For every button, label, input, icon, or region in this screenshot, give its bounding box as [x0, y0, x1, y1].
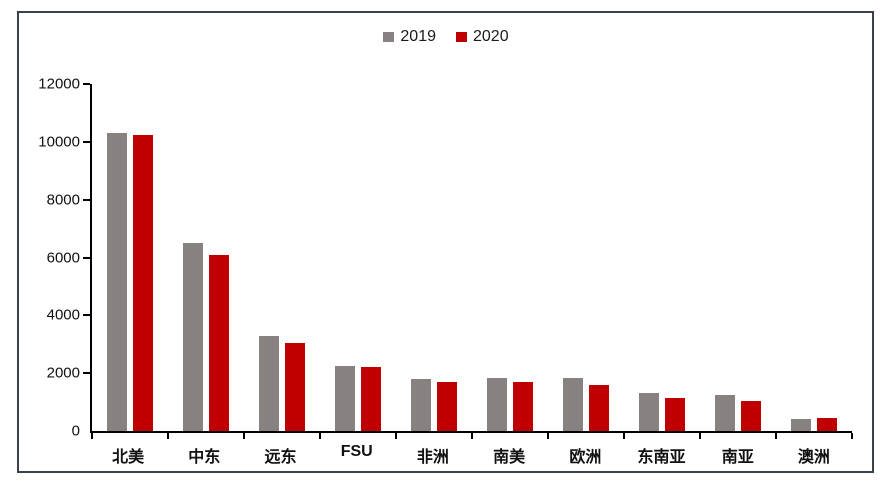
bar-group-1 — [168, 84, 244, 431]
x-axis-label-7: 东南亚 — [637, 449, 686, 466]
legend-marker-2019-icon — [383, 32, 395, 42]
y-axis-label-0: 0 — [71, 422, 80, 440]
legend-label-2020: 2020 — [473, 28, 509, 45]
y-axis-label-8000: 8000 — [46, 191, 80, 209]
x-axis-label-8: 南亚 — [721, 449, 754, 466]
bar-group-7 — [624, 84, 700, 431]
x-axis-label-3: FSU — [340, 443, 373, 460]
x-axis-tick-8 — [699, 433, 701, 439]
bar-2020-8 — [741, 400, 761, 431]
bar-group-4 — [396, 84, 472, 431]
y-axis-label-4000: 4000 — [46, 306, 80, 324]
bar-groups — [92, 84, 852, 431]
bar-2019-1 — [183, 243, 203, 431]
bar-2020-5 — [513, 381, 533, 431]
x-axis-tick-9 — [775, 433, 777, 439]
y-axis-label-6000: 6000 — [46, 249, 80, 266]
y-axis-tick-10000 — [83, 140, 90, 143]
bar-2019-3 — [335, 365, 355, 431]
x-axis-label-6: 欧洲 — [569, 449, 602, 466]
bar-2019-8 — [715, 394, 735, 431]
bar-group-3 — [320, 84, 396, 431]
y-axis-label-10000: 10000 — [38, 133, 80, 151]
x-axis-label-0: 北美 — [112, 449, 145, 466]
x-axis-tick-1 — [167, 433, 169, 439]
x-axis-tick-6 — [547, 433, 549, 439]
y-axis-tick-12000 — [83, 83, 90, 85]
bar-2020-9 — [817, 418, 837, 431]
x-axis-label-5: 南美 — [493, 449, 526, 466]
x-axis-tick-10 — [851, 433, 853, 439]
x-axis-label-2: 远东 — [264, 449, 297, 466]
bar-2019-6 — [563, 377, 583, 431]
x-axis-tick-4 — [395, 433, 397, 439]
x-axis-tick-3 — [319, 433, 321, 439]
bar-group-6 — [548, 84, 624, 431]
bar-2020-7 — [665, 397, 685, 431]
x-axis-label-4: 非洲 — [416, 449, 449, 466]
bar-2019-0 — [107, 133, 127, 431]
y-axis-tick-2000 — [83, 372, 90, 375]
bar-group-2 — [244, 84, 320, 431]
bar-2019-9 — [791, 419, 811, 431]
y-axis-tick-6000 — [83, 256, 90, 259]
x-axis-labels: 北美 中东 远东 FSU 非洲 南美 欧洲 东南亚 南亚 澳洲 — [90, 443, 852, 467]
bar-2020-2 — [285, 342, 305, 431]
x-axis-tick-7 — [623, 433, 625, 439]
bar-2019-7 — [639, 393, 659, 431]
legend-item-2020: 2020 — [456, 28, 509, 46]
bar-2019-5 — [487, 377, 507, 431]
x-axis-label-1: 中东 — [188, 449, 221, 466]
bar-2020-1 — [209, 254, 229, 431]
x-axis-tick-2 — [243, 433, 245, 439]
x-axis-label-9: 澳洲 — [797, 449, 830, 466]
bar-2020-6 — [589, 384, 609, 431]
bar-group-8 — [700, 84, 776, 431]
bar-2019-2 — [259, 335, 279, 431]
bar-group-5 — [472, 84, 548, 431]
legend-item-2019: 2019 — [383, 28, 436, 46]
bar-group-9 — [776, 84, 852, 431]
bar-2020-4 — [437, 381, 457, 431]
x-axis-tick-0 — [91, 433, 93, 439]
y-axis-tick-8000 — [83, 198, 90, 201]
y-axis-tick-4000 — [83, 314, 90, 317]
y-axis-label-2000: 2000 — [46, 364, 80, 382]
legend: 2019 2020 — [0, 28, 892, 46]
legend-label-2019: 2019 — [400, 28, 436, 45]
bar-2020-3 — [361, 367, 381, 431]
x-axis-tick-5 — [471, 433, 473, 439]
bar-group-0 — [92, 84, 168, 431]
bar-2019-4 — [411, 378, 431, 431]
legend-marker-2020-icon — [456, 32, 467, 42]
plot-area: 12000 10000 8000 6000 4000 2000 0 — [38, 76, 853, 440]
y-axis-label-12000: 12000 — [38, 75, 80, 93]
bar-2020-0 — [133, 134, 153, 431]
